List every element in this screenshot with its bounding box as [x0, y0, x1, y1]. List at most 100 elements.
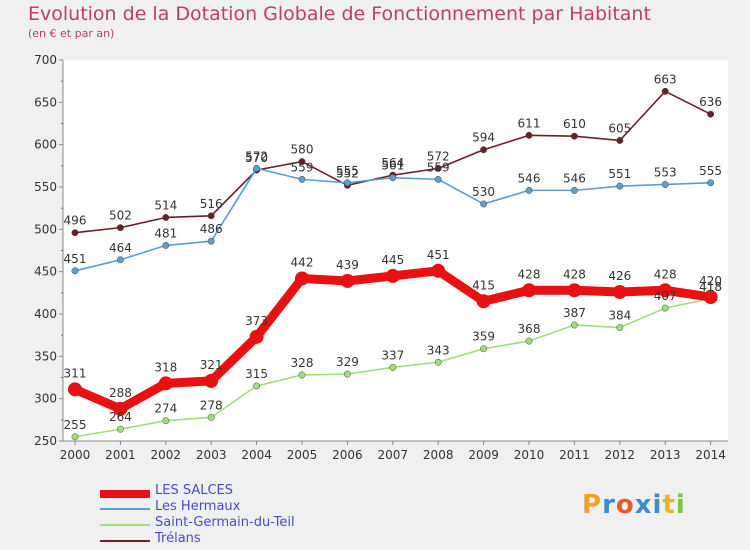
data-point-les-salces-2001	[113, 401, 128, 416]
data-point-les-hermaux-2002	[162, 241, 170, 249]
x-tick-label-2000: 2000	[60, 448, 91, 462]
data-point-les-hermaux-2000	[71, 267, 79, 275]
data-point-saint-germain-du-teil-2007	[389, 363, 397, 371]
data-point-trelans-2003	[207, 212, 215, 220]
x-tick-label-2013: 2013	[650, 448, 681, 462]
data-label-trelans-2000: 496	[64, 214, 87, 228]
data-point-les-salces-2007	[385, 268, 400, 283]
data-label-les-hermaux-2003: 486	[200, 222, 223, 236]
data-label-trelans-2001: 502	[109, 209, 132, 223]
legend-swatch-les-hermaux	[100, 508, 150, 510]
x-tick-label-2008: 2008	[423, 448, 454, 462]
data-point-trelans-2014	[707, 110, 715, 118]
y-tick-label-400: 400	[34, 307, 57, 321]
data-point-trelans-2008	[434, 164, 442, 172]
data-point-les-hermaux-2011	[570, 186, 578, 194]
data-point-les-hermaux-2005	[298, 175, 306, 183]
data-label-les-hermaux-2000: 451	[64, 252, 87, 266]
data-point-saint-germain-du-teil-2000	[71, 433, 79, 441]
data-label-les-hermaux-2002: 481	[154, 226, 177, 240]
data-label-saint-germain-du-teil-2005: 328	[291, 356, 314, 370]
legend-label-les-salces: LES SALCES	[155, 483, 234, 498]
data-label-saint-germain-du-teil-2000: 255	[64, 418, 87, 432]
data-point-les-salces-2011	[567, 283, 582, 298]
data-label-les-hermaux-2001: 464	[109, 241, 132, 255]
data-point-saint-germain-du-teil-2006	[343, 370, 351, 378]
data-point-les-salces-2012	[612, 284, 627, 299]
x-tick-label-2010: 2010	[514, 448, 545, 462]
x-tick-label-2004: 2004	[241, 448, 272, 462]
data-label-les-hermaux-2004: 572	[245, 149, 268, 163]
x-tick-label-2007: 2007	[378, 448, 409, 462]
data-label-trelans-2006: 552	[336, 166, 359, 180]
data-label-les-salces-2008: 451	[427, 248, 450, 262]
y-tick-label-250: 250	[34, 434, 57, 448]
y-tick-label-550: 550	[34, 180, 57, 194]
x-tick-label-2005: 2005	[287, 448, 318, 462]
x-tick-label-2002: 2002	[151, 448, 182, 462]
y-tick-label-500: 500	[34, 222, 57, 236]
data-point-saint-germain-du-teil-2012	[616, 324, 624, 331]
data-point-les-salces-2000	[68, 382, 82, 397]
x-tick-label-2011: 2011	[559, 448, 590, 462]
data-label-les-salces-2012: 426	[608, 269, 631, 283]
x-tick-label-2009: 2009	[468, 448, 499, 462]
data-point-trelans-2010	[525, 131, 533, 139]
data-label-trelans-2009: 594	[472, 131, 495, 145]
data-point-les-hermaux-2008	[434, 175, 442, 183]
y-tick-label-650: 650	[34, 95, 57, 109]
data-point-les-hermaux-2007	[389, 174, 397, 182]
data-point-saint-germain-du-teil-2005	[298, 371, 306, 379]
data-point-saint-germain-du-teil-2010	[525, 337, 533, 345]
data-label-les-hermaux-2006: 555	[336, 164, 359, 178]
y-tick-label-450: 450	[34, 265, 57, 279]
data-label-les-hermaux-2009: 530	[472, 185, 495, 199]
data-point-trelans-2000	[71, 229, 79, 237]
data-label-saint-germain-du-teil-2007: 337	[381, 348, 404, 362]
chart-title: Evolution de la Dotation Globale de Fonc…	[28, 3, 651, 25]
data-point-les-hermaux-2001	[116, 256, 124, 264]
x-tick-label-2012: 2012	[605, 448, 636, 462]
data-label-saint-germain-du-teil-2013: 407	[654, 289, 677, 303]
proxiti-logo: Proxiti	[582, 490, 686, 520]
data-point-saint-germain-du-teil-2004	[253, 382, 261, 390]
x-tick-label-2001: 2001	[105, 448, 136, 462]
data-point-les-hermaux-2003	[207, 237, 215, 245]
legend-swatch-les-salces	[100, 490, 150, 498]
data-point-trelans-2002	[162, 214, 170, 221]
legend-label-les-hermaux: Les Hermaux	[155, 499, 241, 514]
data-label-les-salces-2010: 428	[518, 267, 541, 281]
data-label-les-hermaux-2014: 555	[699, 164, 722, 178]
legend-label-saint-germain-du-teil: Saint-Germain-du-Teil	[155, 515, 295, 530]
y-tick-label-300: 300	[34, 392, 57, 406]
data-label-saint-germain-du-teil-2012: 384	[608, 309, 631, 323]
data-label-saint-germain-du-teil-2003: 278	[200, 398, 223, 412]
data-point-les-hermaux-2012	[616, 182, 624, 190]
data-point-trelans-2013	[661, 87, 669, 95]
y-tick-label-600: 600	[34, 138, 57, 152]
data-point-les-hermaux-2006	[343, 179, 351, 187]
x-tick-label-2003: 2003	[196, 448, 227, 462]
x-tick-label-2006: 2006	[332, 448, 363, 462]
data-label-saint-germain-du-teil-2011: 387	[563, 306, 586, 320]
data-label-les-salces-2014: 420	[699, 274, 722, 288]
data-label-les-hermaux-2013: 553	[654, 165, 677, 179]
data-label-trelans-2002: 514	[154, 198, 177, 212]
data-label-saint-germain-du-teil-2009: 359	[472, 330, 495, 344]
data-label-les-hermaux-2012: 551	[608, 167, 631, 181]
chart-subtitle: (en € et par an)	[28, 27, 115, 40]
data-label-saint-germain-du-teil-2014: 418	[699, 280, 722, 294]
data-label-les-salces-2003: 321	[200, 358, 223, 372]
legend-label-trelans: Trélans	[155, 531, 201, 546]
data-label-trelans-2007: 564	[381, 156, 404, 170]
data-label-les-salces-2002: 318	[154, 360, 177, 374]
data-label-saint-germain-du-teil-2004: 315	[245, 367, 268, 381]
data-label-saint-germain-du-teil-2006: 329	[336, 355, 359, 369]
data-label-les-salces-2013: 428	[654, 267, 677, 281]
data-point-les-salces-2014	[703, 290, 718, 305]
data-point-saint-germain-du-teil-2013	[661, 304, 669, 312]
data-label-trelans-2010: 611	[518, 116, 541, 130]
data-label-les-hermaux-2007: 561	[381, 159, 404, 173]
legend-swatch-saint-germain-du-teil	[100, 524, 150, 526]
